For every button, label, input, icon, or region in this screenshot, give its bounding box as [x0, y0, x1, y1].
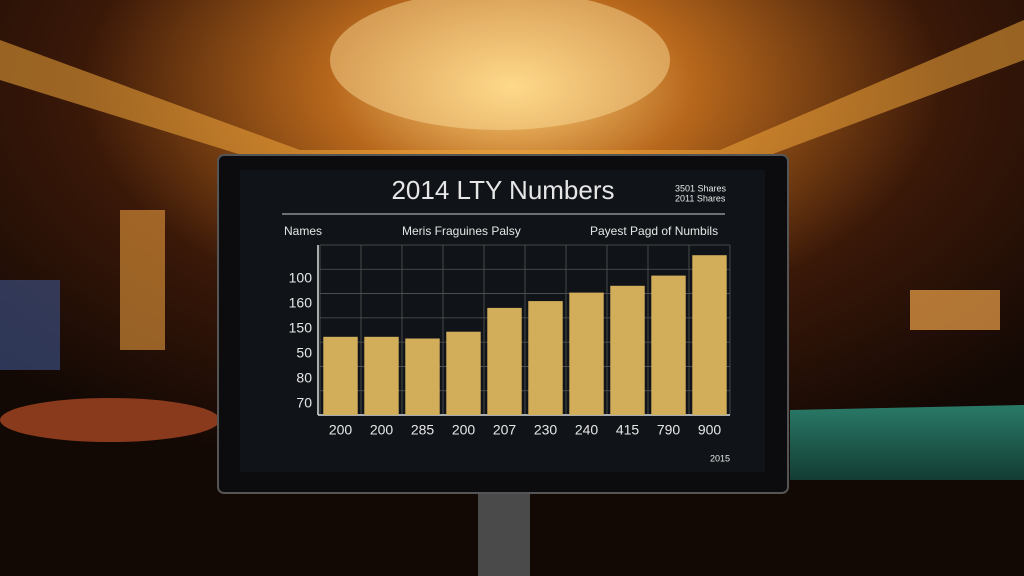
bar: [446, 331, 481, 415]
corner-note: 3501 Shares: [675, 183, 727, 193]
bar: [692, 255, 727, 415]
bar: [651, 275, 686, 415]
ceiling-glow: [0, 20, 1024, 170]
x-tick-label: 900: [698, 422, 722, 438]
wall-lamp: [120, 210, 165, 350]
x-tick-label: 200: [329, 422, 353, 438]
x-tick-label: 285: [411, 422, 435, 438]
y-tick-label: 70: [296, 395, 312, 411]
x-tick-label: 200: [370, 422, 394, 438]
y-tick-label: 150: [289, 320, 313, 336]
bar: [364, 336, 399, 415]
chart-title: 2014 LTY Numbers: [391, 175, 614, 205]
bar: [528, 301, 563, 415]
x-tick-label: 200: [452, 422, 476, 438]
x-tick-label: 207: [493, 422, 517, 438]
lamp: [910, 290, 1000, 330]
y-tick-label: 50: [296, 345, 312, 361]
header-label: Payest Pagd of Numbils: [590, 224, 718, 238]
corner-note: 2011 Shares: [675, 193, 726, 203]
y-tick-label: 160: [289, 295, 313, 311]
header-label: Names: [284, 224, 322, 238]
bar: [487, 307, 522, 415]
x-tick-label: 415: [616, 422, 640, 438]
y-tick-label: 100: [289, 270, 313, 286]
x-tick-label: 240: [575, 422, 599, 438]
header-label: Meris Fraguines Palsy: [402, 224, 521, 238]
chandelier: [330, 0, 670, 130]
bar: [610, 285, 645, 415]
card-table: [790, 405, 1024, 480]
footer-note: 2015: [710, 453, 730, 463]
bar: [569, 292, 604, 415]
stand: [478, 490, 530, 576]
x-tick-label: 230: [534, 422, 558, 438]
x-tick-label: 790: [657, 422, 681, 438]
slot-machine: [0, 280, 60, 370]
bar: [405, 338, 440, 415]
y-tick-label: 80: [296, 370, 312, 386]
roulette: [0, 398, 220, 442]
bar: [323, 336, 358, 415]
